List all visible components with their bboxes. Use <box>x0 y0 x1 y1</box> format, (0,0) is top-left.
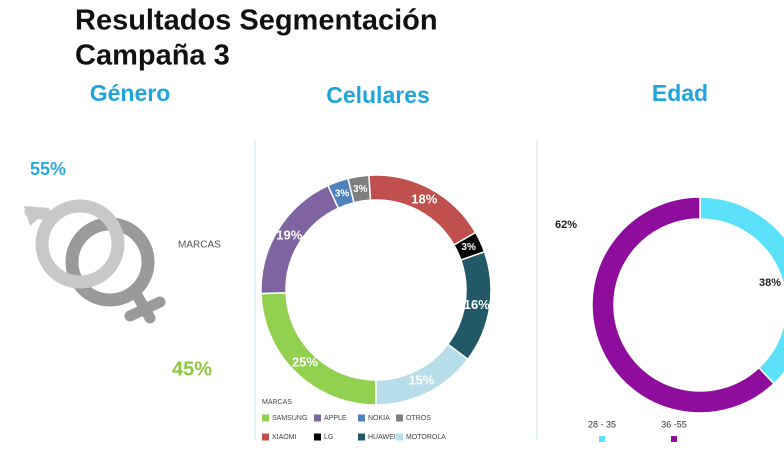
gender-icon <box>24 199 166 324</box>
value-label: 18% <box>411 192 437 207</box>
legend-label: LG <box>324 434 333 441</box>
legend-label: 28 - 35 <box>588 419 616 429</box>
value-label: 55% <box>30 159 66 179</box>
value-label: 25% <box>292 355 318 370</box>
value-label: 15% <box>408 373 434 388</box>
section-title: Edad <box>652 80 708 106</box>
section-title: Celulares <box>326 82 430 108</box>
legend-label: MOTOROLA <box>406 434 446 441</box>
value-label: 62% <box>555 219 577 231</box>
legend-swatch <box>314 433 321 441</box>
donut-segment <box>368 174 477 247</box>
legend-swatch <box>671 436 677 442</box>
value-label: 16% <box>464 297 490 312</box>
value-label: 38% <box>759 277 781 289</box>
value-label: 45% <box>172 358 212 380</box>
legend-label: 36 -55 <box>661 419 687 429</box>
donut-segment <box>591 196 775 414</box>
donut-segment <box>260 291 377 406</box>
legend-label: NOKIA <box>368 415 390 422</box>
legend-swatch <box>314 414 321 422</box>
slide-title: Campaña 3 <box>75 40 230 72</box>
donut-segment <box>375 343 469 406</box>
legend-label: SAMSUNG <box>272 415 307 422</box>
legend-swatch <box>396 433 403 441</box>
legend-swatch <box>358 414 365 422</box>
legend-label: APPLE <box>324 415 347 422</box>
value-label: 3% <box>335 188 350 199</box>
legend-label: OTROS <box>406 415 431 422</box>
donut-segment <box>699 196 784 385</box>
section-title: Género <box>90 80 171 106</box>
legend-label: XIAOMI <box>272 434 297 441</box>
note: MARCAS <box>178 240 221 251</box>
legend-swatch <box>358 433 365 441</box>
legend-swatch <box>396 414 403 422</box>
value-label: 19% <box>276 228 302 243</box>
legend-label: HUAWEI <box>368 434 396 441</box>
legend-title: MARCAS <box>262 399 292 406</box>
legend-swatch <box>262 414 269 422</box>
slide-title: Resultados Segmentación <box>75 5 438 37</box>
legend-swatch <box>599 436 605 442</box>
value-label: 3% <box>461 242 476 253</box>
value-label: 3% <box>353 184 368 195</box>
legend-swatch <box>262 433 269 441</box>
